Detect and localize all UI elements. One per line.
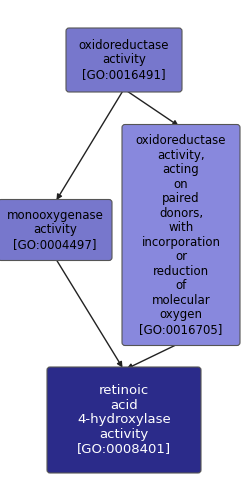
FancyBboxPatch shape — [0, 199, 112, 260]
Text: monooxygenase
activity
[GO:0004497]: monooxygenase activity [GO:0004497] — [6, 209, 103, 251]
Text: retinoic
acid
4-hydroxylase
activity
[GO:0008401]: retinoic acid 4-hydroxylase activity [GO… — [77, 385, 171, 455]
FancyBboxPatch shape — [122, 125, 240, 345]
Text: oxidoreductase
activity
[GO:0016491]: oxidoreductase activity [GO:0016491] — [79, 39, 169, 81]
FancyBboxPatch shape — [47, 367, 201, 473]
Text: oxidoreductase
activity,
acting
on
paired
donors,
with
incorporation
or
reductio: oxidoreductase activity, acting on paire… — [136, 134, 226, 336]
FancyBboxPatch shape — [66, 28, 182, 92]
